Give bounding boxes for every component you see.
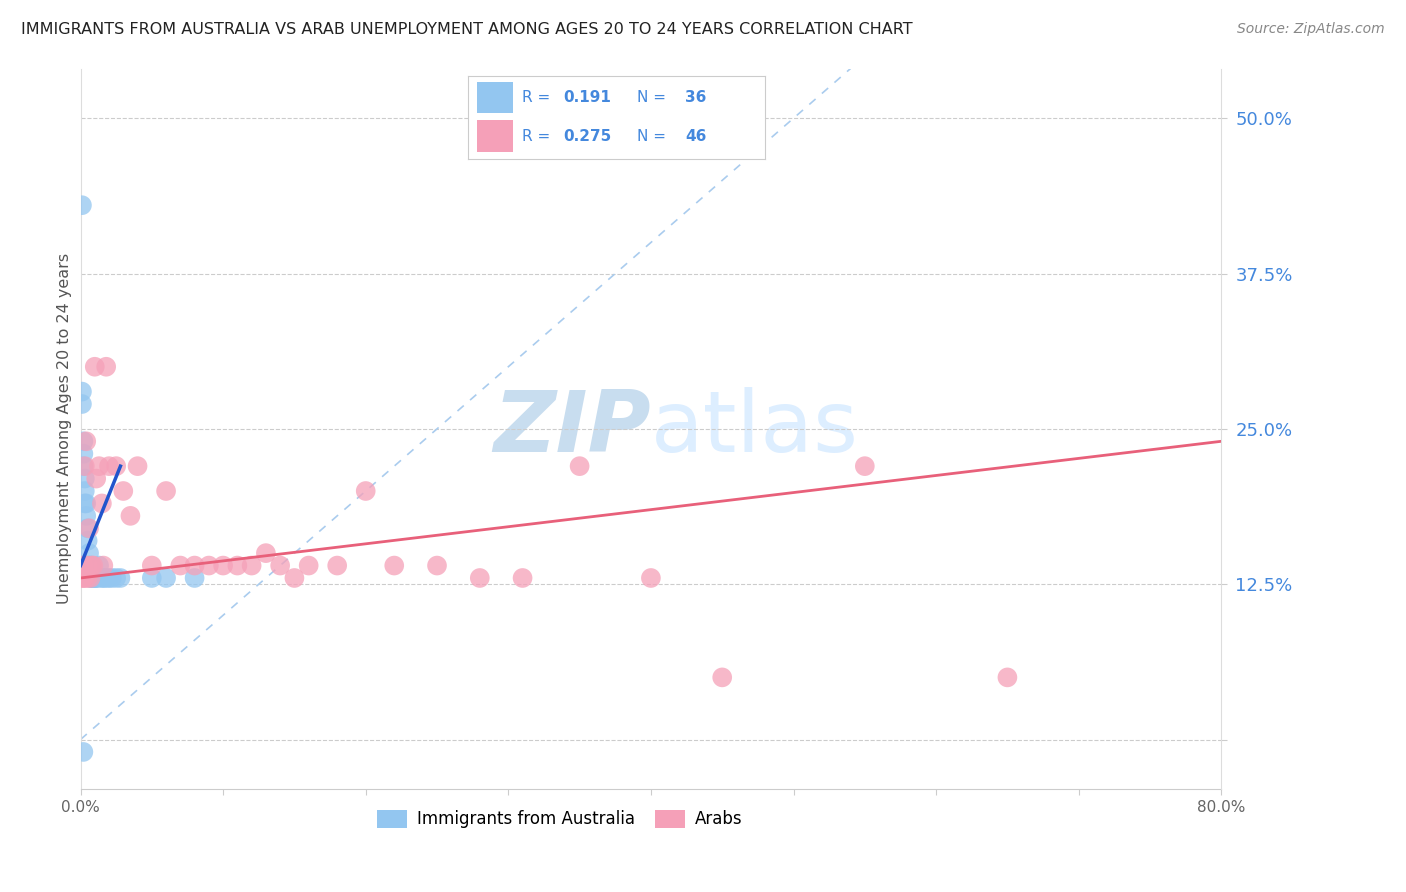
Point [83,571,105,585]
Point [120,508,142,523]
Point [127,459,149,474]
Legend: Immigrants from Australia, Arabs: Immigrants from Australia, Arabs [370,803,749,835]
Point [76,571,98,585]
Point [468,571,491,585]
Point [141,558,163,573]
Point [70,571,93,585]
Point [73,472,96,486]
Point [84,472,107,486]
Point [198,558,221,573]
Point [512,571,534,585]
Point [79,558,101,573]
Point [354,483,377,498]
Point [76,521,98,535]
Point [72,459,94,474]
Point [90,496,112,510]
Point [110,571,132,585]
Point [80,571,103,585]
Point [212,558,235,573]
Point [112,483,135,498]
Point [640,571,662,585]
Text: Source: ZipAtlas.com: Source: ZipAtlas.com [1237,22,1385,37]
Point [96,571,118,585]
Point [83,571,105,585]
Point [169,558,191,573]
Point [76,558,98,573]
Point [70,198,93,212]
Point [86,571,108,585]
Point [269,558,291,573]
Point [73,483,96,498]
Point [73,571,96,585]
Point [98,459,121,474]
Point [77,546,100,560]
Point [83,359,105,374]
Point [75,496,97,510]
Point [283,571,305,585]
Text: ZIP: ZIP [494,387,651,470]
Point [105,571,128,585]
Point [997,670,1019,684]
Point [141,571,163,585]
Point [72,447,94,461]
Point [240,558,263,573]
Point [426,558,449,573]
Point [70,397,93,411]
Point [155,483,177,498]
Point [91,558,114,573]
Point [155,571,177,585]
Point [82,558,104,573]
Point [84,571,107,585]
Point [72,434,94,449]
Point [70,384,93,399]
Point [79,571,101,585]
Point [101,571,124,585]
Point [73,459,96,474]
Point [75,434,97,449]
Point [90,571,112,585]
Point [98,571,121,585]
Text: atlas: atlas [651,387,859,470]
Point [76,533,98,548]
Y-axis label: Unemployment Among Ages 20 to 24 years: Unemployment Among Ages 20 to 24 years [58,253,72,605]
Point [853,459,876,474]
Point [77,521,100,535]
Point [77,558,100,573]
Text: IMMIGRANTS FROM AUSTRALIA VS ARAB UNEMPLOYMENT AMONG AGES 20 TO 24 YEARS CORRELA: IMMIGRANTS FROM AUSTRALIA VS ARAB UNEMPL… [21,22,912,37]
Point [80,571,103,585]
Point [72,745,94,759]
Point [91,571,114,585]
Point [96,359,118,374]
Point [226,558,249,573]
Point [80,558,103,573]
Point [73,496,96,510]
Point [298,558,321,573]
Point [254,546,277,560]
Point [568,459,591,474]
Point [382,558,405,573]
Point [72,571,94,585]
Point [326,558,349,573]
Point [105,459,128,474]
Point [72,558,94,573]
Point [87,558,110,573]
Point [82,571,104,585]
Point [79,571,101,585]
Point [183,558,205,573]
Point [87,459,110,474]
Point [75,508,97,523]
Point [183,571,205,585]
Point [711,670,734,684]
